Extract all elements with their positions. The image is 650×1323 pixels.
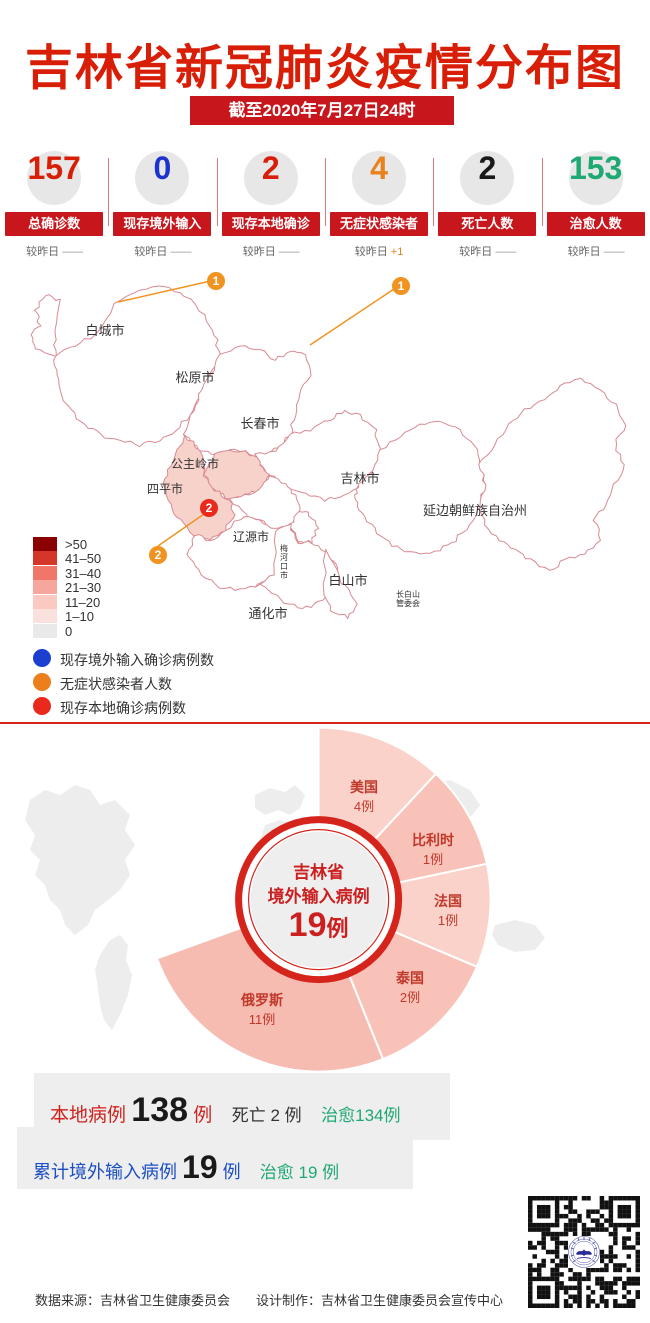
svg-text:法国: 法国 [434, 893, 462, 909]
svg-text:吉林省: 吉林省 [293, 862, 344, 882]
svg-text:美国: 美国 [350, 779, 378, 795]
svg-text:比利时: 比利时 [412, 832, 454, 848]
svg-text:1例: 1例 [438, 913, 458, 928]
svg-text:俄罗斯: 俄罗斯 [240, 992, 283, 1008]
svg-text:2例: 2例 [400, 990, 420, 1005]
svg-text:泰国: 泰国 [395, 970, 424, 986]
svg-text:境外输入病例: 境外输入病例 [268, 886, 370, 906]
svg-text:1例: 1例 [423, 852, 443, 867]
svg-text:4例: 4例 [354, 799, 374, 814]
svg-text:11例: 11例 [249, 1012, 276, 1027]
